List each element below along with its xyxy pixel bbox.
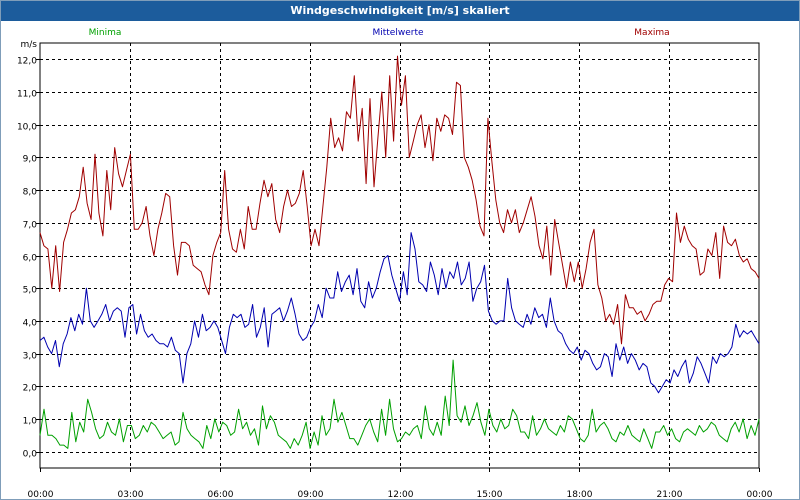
y-tick-label: 7,0 [23,221,38,231]
y-tick-label: 12,0 [17,57,37,67]
legend-label-mittelwerte: Mittelwerte [372,28,423,38]
grid-lines [40,43,759,468]
series-lines [39,55,760,449]
series-line-minima [39,359,760,449]
y-tick-label: 5,0 [23,286,38,296]
y-tick-label: 2,0 [23,384,38,394]
y-tick-label: 6,0 [23,254,38,264]
y-tick-label: 3,0 [23,352,38,362]
x-tick-time-label: 21:00 [657,490,683,499]
y-tick-label: 8,0 [23,188,38,198]
y-tick-label: 1,0 [23,417,38,427]
series-line-mittelwerte [39,232,760,394]
chart-title: Windgeschwindigkeit [m/s] skaliert [1,1,799,21]
plot-area-border [39,42,760,469]
y-axis-unit: m/s [21,40,38,50]
y-axis: 0,0 1,0 2,0 3,0 4,0 5,0 6,0 7,0 8,0 9,0 10,0 11,0 12… [17,40,40,460]
x-tick-time-label: 12:00 [388,490,414,499]
x-axis: 00:0013.03.2303:0013.03.2306:0013.03.230… [28,468,773,499]
y-tick-label: 9,0 [23,155,38,165]
x-tick-time-label: 00:00 [747,490,773,499]
y-tick-label: 10,0 [17,123,37,133]
y-tick-label: 0,0 [23,450,38,460]
legend-label-minima: Minima [89,28,122,38]
y-tick-label: 4,0 [23,319,38,329]
chart-plot: 0,0 1,0 2,0 3,0 4,0 5,0 6,0 7,0 8,0 9,0 10,0 11,0 12… [17,28,773,499]
legend: Minima Mittelwerte Maxima [89,28,670,38]
x-tick-time-label: 15:00 [477,490,503,499]
y-tick-label: 11,0 [17,90,37,100]
legend-label-maxima: Maxima [634,28,669,38]
series-line-maxima [39,55,760,345]
x-tick-time-label: 18:00 [567,490,593,499]
x-tick-time-label: 06:00 [208,490,234,499]
x-tick-time-label: 09:00 [298,490,324,499]
x-tick-time-label: 03:00 [118,490,144,499]
x-tick-time-label: 00:00 [28,490,54,499]
